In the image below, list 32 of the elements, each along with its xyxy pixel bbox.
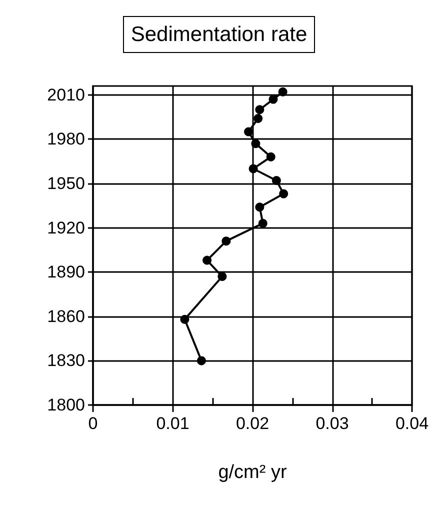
y-tick-label: 1890 [47,262,85,282]
x-tick-label: 0.03 [316,414,349,433]
point [251,139,260,148]
point [272,176,281,186]
point [196,356,206,366]
point [266,152,276,162]
y-tick-label: 1980 [47,130,85,149]
y-tick-label: 1920 [47,218,85,238]
point [258,218,268,228]
x-tick-label: 0.02 [236,414,270,433]
x-tick-label: 0 [88,414,98,433]
point [255,202,264,212]
point [279,189,288,198]
point [268,94,278,104]
point [222,236,231,246]
y-tick-label: 2010 [47,85,85,104]
x-tick-label: 0.04 [395,414,429,433]
point [254,114,263,123]
y-tick-label: 1950 [47,174,85,193]
point [248,164,258,174]
x-tick-label: 0.01 [156,414,190,433]
point [180,314,190,324]
y-tick-label: 1800 [47,396,85,414]
point [255,105,264,114]
point [202,256,212,265]
point [278,87,288,96]
y-tick-label: 1860 [47,306,85,326]
chart-title: Sedimentation rate [130,23,308,46]
y-tick-label: 1830 [47,351,85,370]
x-axis-title: g/cm² yr [218,462,288,483]
point [244,127,254,136]
point [218,272,227,282]
